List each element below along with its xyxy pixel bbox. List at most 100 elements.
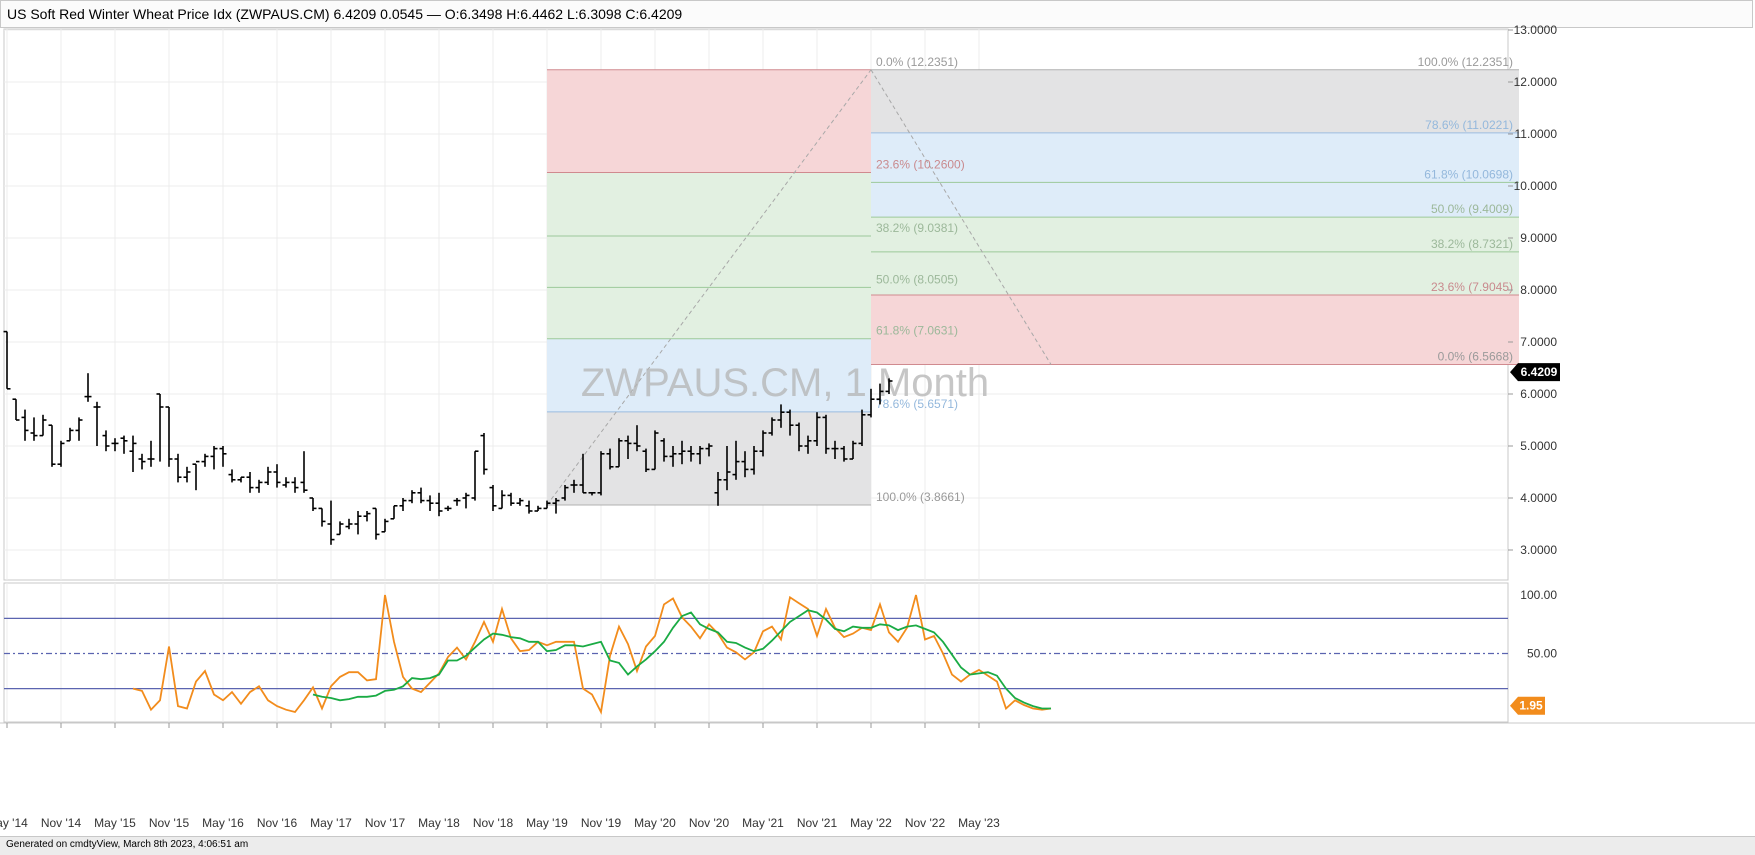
ohlc-bar — [471, 450, 479, 501]
stoch-value-badge — [1510, 696, 1545, 715]
fib-right-label: 100.0% (12.2351) — [1418, 55, 1513, 69]
ohlc-bar — [165, 406, 173, 467]
ohlc-bar — [417, 487, 425, 504]
ohlc-bar — [786, 409, 794, 436]
price-axis-label: 10.0000 — [1514, 179, 1558, 193]
time-axis-label: Nov '14 — [41, 816, 82, 830]
ohlc-bar — [66, 427, 74, 442]
price-axis-label: 6.0000 — [1520, 387, 1557, 401]
fib-right-label: 38.2% (8.7321) — [1431, 237, 1513, 251]
stoch-panel-frame — [3, 582, 1509, 723]
fib-right-label: 78.6% (11.0221) — [1425, 118, 1513, 132]
ohlc-bar — [525, 500, 533, 514]
fib-right-label: 0.0% (6.5668) — [1438, 350, 1513, 364]
ohlc-bar — [426, 495, 434, 511]
ohlc-bar — [750, 446, 758, 475]
fib-trend-line — [870, 69, 1052, 365]
ohlc-bar — [246, 472, 254, 493]
ohlc-bar — [282, 477, 290, 488]
ohlc-bar — [111, 438, 119, 452]
ohlc-bar — [498, 490, 506, 510]
price-axis[interactable]: 3.0000 4.0000 5.0000 6.0000 7.0000 8.0000 9.00… — [1508, 23, 1557, 557]
ohlc-bar — [723, 446, 731, 491]
ohlc-bar — [840, 446, 848, 462]
ohlc-bar — [669, 446, 677, 467]
ohlc-bar — [309, 497, 317, 511]
fib-right-label: 50.0% (9.4009) — [1431, 202, 1513, 216]
stochastic-panel[interactable]: 50.00 100.00 — [4, 588, 1557, 715]
ohlc-bar — [75, 417, 83, 441]
ohlc-bar — [156, 393, 164, 462]
ohlc-bar — [822, 414, 830, 454]
footer: Generated on cmdtyView, March 8th 2023, … — [0, 836, 1755, 855]
time-axis-label: Nov '15 — [149, 816, 190, 830]
stoch-series-line — [132, 594, 1052, 715]
stoch-value-label: 1.95 — [1519, 699, 1543, 713]
ohlc-bar — [561, 485, 569, 501]
ohlc-bar — [381, 518, 389, 533]
fib-right-zone — [871, 182, 1519, 218]
ohlc-bar — [687, 446, 695, 462]
chart-title: US Soft Red Winter Wheat Price Idx (ZWPA… — [7, 6, 683, 22]
ohlc-bar — [183, 466, 191, 483]
fib-left-label: 61.8% (7.0631) — [876, 324, 958, 338]
price-axis-label: 9.0000 — [1520, 231, 1557, 245]
ohlc-bar — [48, 424, 56, 467]
ohlc-bar — [129, 435, 137, 472]
chart-header: US Soft Red Winter Wheat Price Idx (ZWPA… — [0, 0, 1753, 28]
ohlc-bar — [399, 498, 407, 511]
ohlc-bar — [606, 448, 614, 470]
fib-left-label: 50.0% (8.0505) — [876, 272, 958, 286]
ohlc-bar — [624, 435, 632, 459]
ohlc-bar — [219, 446, 227, 467]
ohlc-bar — [255, 479, 263, 493]
ohlc-bar — [21, 409, 29, 441]
ohlc-bar — [273, 464, 281, 488]
ohlc-bar — [354, 511, 362, 535]
ohlc-bar — [795, 422, 803, 452]
fib-left-label: 38.2% (9.0381) — [876, 221, 958, 235]
ohlc-bar — [138, 453, 146, 470]
time-axis-label: May '16 — [202, 816, 244, 830]
time-axis-label: May '18 — [418, 816, 460, 830]
fib-right-label: 23.6% (7.9045) — [1431, 280, 1513, 294]
ohlc-bar — [390, 504, 398, 520]
ohlc-bar — [57, 440, 65, 467]
time-axis-label: Nov '20 — [689, 816, 730, 830]
fib-left-zone — [547, 236, 871, 288]
ohlc-bar — [210, 446, 218, 470]
time-axis-label: May '17 — [310, 816, 352, 830]
generated-note: Generated on cmdtyView, March 8th 2023, … — [6, 839, 249, 850]
ohlc-bar — [696, 446, 704, 465]
time-axis-label: May '21 — [742, 816, 784, 830]
time-axis-label: Nov '21 — [797, 816, 838, 830]
value-badges: 6.4209 1.95 — [1510, 363, 1560, 715]
chart-canvas[interactable]: 0.0% (12.2351) 23.6% (10.2600) 38.2% (9.03… — [0, 0, 1755, 836]
ohlc-bar — [552, 498, 560, 514]
fibonacci-retracement[interactable]: 0.0% (12.2351) 23.6% (10.2600) 38.2% (9.03… — [546, 55, 1519, 506]
fib-right-zone — [871, 69, 1519, 133]
ohlc-bar — [588, 491, 596, 496]
ohlc-bar — [3, 330, 11, 390]
ohlc-bar — [597, 451, 605, 496]
price-axis-label: 8.0000 — [1520, 283, 1557, 297]
ohlc-bar — [300, 451, 308, 493]
fib-left-zone — [547, 338, 871, 412]
ohlc-bar — [345, 518, 353, 530]
ohlc-bar — [714, 472, 722, 506]
ohlc-bar — [237, 476, 245, 483]
ohlc-bar — [705, 443, 713, 457]
ohlc-bar — [39, 414, 47, 437]
ohlc-bar — [102, 430, 110, 452]
ohlc-bar — [84, 373, 92, 402]
time-axis[interactable]: May '14 Nov '14 May '15 Nov '15 May '16 Nov '… — [0, 722, 1755, 830]
ohlc-bar — [192, 460, 200, 491]
ohlc-bar — [831, 440, 839, 459]
time-axis-label: May '19 — [526, 816, 568, 830]
ohlc-bar — [507, 492, 515, 506]
fib-right-zone — [871, 132, 1519, 183]
ohlc-bar — [93, 401, 101, 446]
time-axis-label: May '15 — [94, 816, 136, 830]
ohlc-bar — [516, 498, 524, 506]
fib-left-label: 78.6% (5.6571) — [876, 397, 958, 411]
